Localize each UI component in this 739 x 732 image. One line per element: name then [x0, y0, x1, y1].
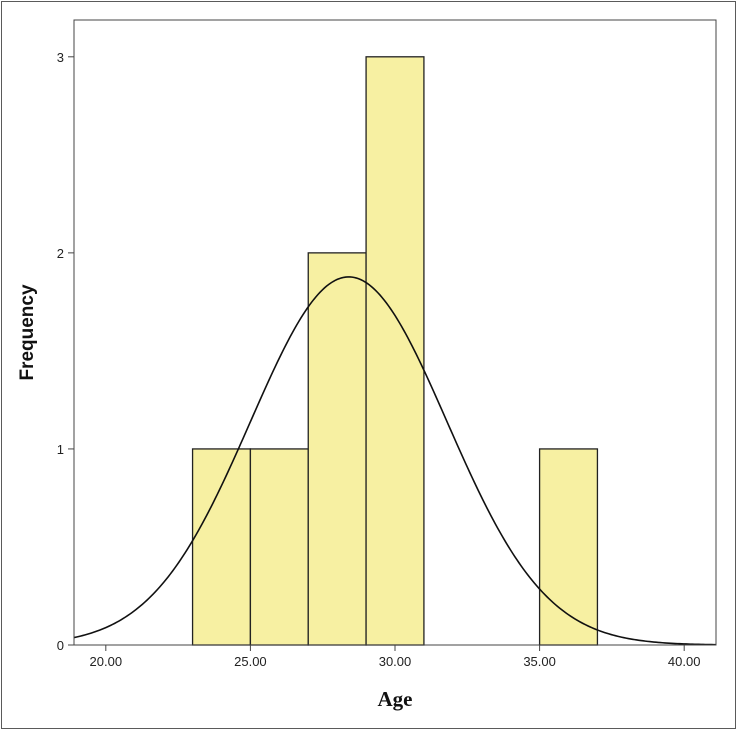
histogram-bar-23-25 — [191, 448, 252, 646]
x-axis-ticks: 20.00 25.00 30.00 35.00 40.00 — [90, 645, 701, 669]
histogram-bar-35-37 — [538, 448, 599, 646]
x-tick-label: 40.00 — [668, 654, 701, 669]
histogram-bar-27-29 — [307, 252, 367, 646]
x-tick-label: 20.00 — [90, 654, 123, 669]
x-axis-title: Age — [378, 687, 413, 711]
y-axis-ticks: 0 1 2 3 — [57, 50, 74, 653]
y-tick-label: 2 — [57, 246, 64, 261]
x-tick-label: 35.00 — [523, 654, 556, 669]
histogram-bar-25-27 — [249, 448, 309, 646]
x-tick-label: 30.00 — [379, 654, 412, 669]
y-axis-title: Frequency — [17, 284, 38, 381]
y-tick-label: 0 — [57, 638, 64, 653]
x-tick-label: 25.00 — [234, 654, 267, 669]
y-tick-label: 3 — [57, 50, 64, 65]
bars-layer — [191, 56, 599, 646]
y-tick-label: 1 — [57, 442, 64, 457]
normal-curve — [73, 276, 717, 646]
